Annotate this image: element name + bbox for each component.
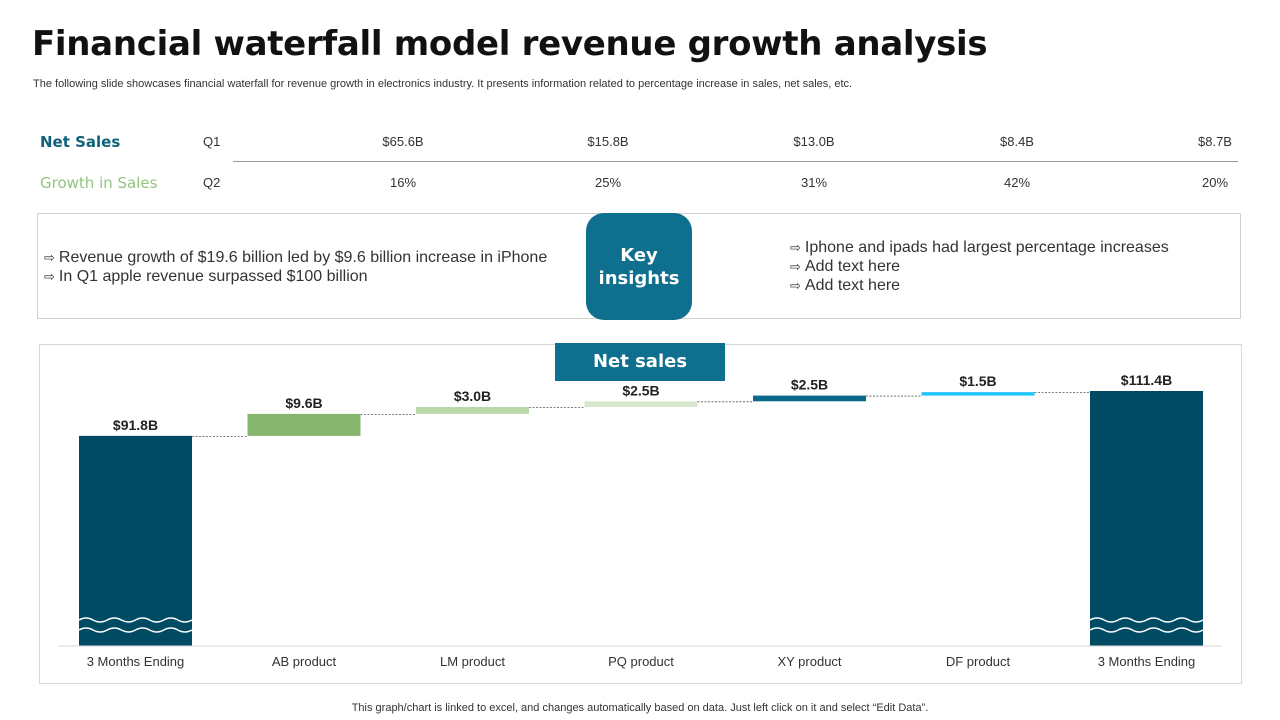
data-label: $3.0B <box>454 388 491 404</box>
wave-decoration <box>1089 627 1204 633</box>
category-label: AB product <box>272 654 337 669</box>
net-sales-value: $8.7B <box>1198 134 1232 149</box>
growth-value: 42% <box>1003 175 1031 190</box>
arrow-right-icon: ⇨ <box>790 240 801 255</box>
net-sales-value: $15.8B <box>587 134 629 149</box>
growth-row: Growth in Sales Q2 16% 25% 31% 42% 20% <box>40 174 1240 204</box>
net-sales-label: Net Sales <box>40 133 121 151</box>
growth-value: 31% <box>800 175 828 190</box>
arrow-right-icon: ⇨ <box>790 278 801 293</box>
waterfall-bar <box>79 435 192 646</box>
arrow-right-icon: ⇨ <box>790 259 801 274</box>
chart-title: Net sales <box>555 343 725 381</box>
footnote: This graph/chart is linked to excel, and… <box>351 702 929 714</box>
waterfall-bar <box>753 395 866 402</box>
waterfall-bar <box>1090 391 1203 646</box>
insights-left-list: ⇨ Revenue growth of $19.6 billion led by … <box>44 248 547 286</box>
data-label: $91.8B <box>113 417 158 433</box>
wave-decoration <box>1089 617 1204 623</box>
net-sales-row: Net Sales Q1 $65.6B $15.8B $13.0B $8.4B … <box>40 133 1240 163</box>
data-label: $111.4B <box>1121 372 1172 388</box>
category-label: DF product <box>946 654 1011 669</box>
data-label: $1.5B <box>959 373 996 389</box>
wave-decoration <box>78 627 193 633</box>
growth-quarter: Q2 <box>203 175 221 190</box>
data-label: $2.5B <box>791 377 828 393</box>
data-label: $9.6B <box>285 395 322 411</box>
category-label: PQ product <box>608 654 674 669</box>
arrow-right-icon: ⇨ <box>44 269 55 284</box>
wave-decoration <box>78 617 193 623</box>
net-sales-quarter: Q1 <box>203 134 221 149</box>
waterfall-bar <box>247 413 361 436</box>
growth-value: 25% <box>594 175 622 190</box>
category-label: 3 Months Ending <box>87 654 185 669</box>
insight-point: ⇨ Add text here <box>790 277 901 294</box>
net-sales-value: $13.0B <box>793 134 835 149</box>
category-label: XY product <box>777 654 841 669</box>
arrow-right-icon: ⇨ <box>44 250 55 265</box>
waterfall-bar <box>416 407 529 414</box>
category-label: LM product <box>440 654 505 669</box>
waterfall-bar <box>584 401 698 408</box>
net-sales-value: $65.6B <box>382 134 424 149</box>
data-label: $2.5B <box>622 382 659 398</box>
insight-point: ⇨ Iphone and ipads had largest percentage… <box>790 239 1169 256</box>
insight-point: ⇨ Add text here <box>790 258 901 275</box>
page-subtitle: The following slide showcases financial … <box>33 78 853 90</box>
key-insights-badge: Key insights <box>586 213 692 320</box>
growth-value: 20% <box>1201 175 1229 190</box>
page-title: Financial waterfall model revenue growth… <box>32 24 988 64</box>
insight-point: ⇨ In Q1 apple revenue surpassed $100 bill… <box>44 268 368 285</box>
insights-right-list: ⇨ Iphone and ipads had largest percentage… <box>790 238 1169 295</box>
growth-label: Growth in Sales <box>40 174 158 192</box>
insight-point: ⇨ Revenue growth of $19.6 billion led by … <box>44 249 548 266</box>
category-label: 3 Months Ending <box>1098 654 1196 669</box>
waterfall-bar <box>921 392 1035 396</box>
stats-divider <box>233 161 1238 162</box>
net-sales-value: $8.4B <box>1000 134 1034 149</box>
growth-value: 16% <box>389 175 417 190</box>
